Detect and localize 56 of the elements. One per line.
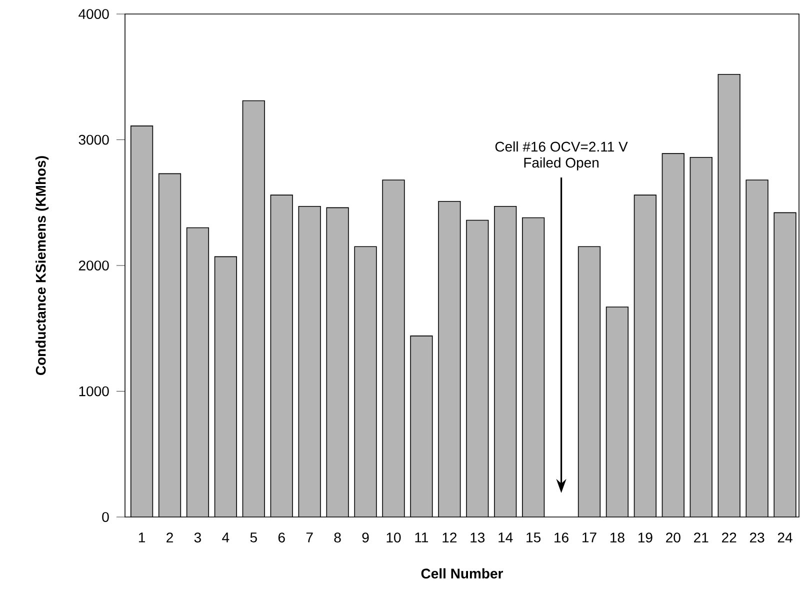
- y-tick-label: 3000: [78, 134, 109, 145]
- bar: [158, 174, 181, 518]
- y-axis-title: Conductance KSiemens (KMhos): [35, 156, 49, 376]
- x-tick-label: 10: [386, 532, 401, 542]
- x-tick-label: 5: [250, 532, 257, 542]
- bar: [438, 201, 460, 518]
- y-tick-label: 1000: [79, 386, 109, 396]
- bar: [326, 208, 348, 518]
- x-tick-label: 12: [442, 532, 457, 542]
- bar: [690, 157, 712, 518]
- bar: [186, 228, 209, 518]
- bar: [270, 195, 293, 518]
- x-tick-label: 7: [306, 532, 313, 542]
- bar: [382, 180, 404, 518]
- bar: [466, 220, 488, 518]
- annotation: Failed Open: [524, 157, 598, 170]
- x-tick-label: 3: [194, 532, 201, 542]
- x-tick-label: 22: [722, 532, 736, 542]
- x-tick-label: 18: [610, 532, 624, 542]
- bar: [130, 126, 153, 518]
- bar: [214, 256, 237, 518]
- x-tick-label: 19: [638, 532, 652, 542]
- y-tick-label: 2000: [78, 260, 109, 270]
- bar: [774, 212, 796, 518]
- x-tick-label: 23: [750, 532, 764, 542]
- x-tick-label: 16: [554, 532, 568, 542]
- annotation: Cell #16 OCV=2.11 V: [495, 141, 628, 152]
- x-tick-label: 11: [415, 532, 428, 542]
- bar: [242, 100, 265, 518]
- bar: [662, 154, 684, 518]
- bar: [410, 336, 432, 518]
- x-tick-label: 13: [470, 532, 485, 542]
- x-tick-label: 20: [666, 532, 680, 542]
- bar: [578, 246, 600, 518]
- x-axis-title: Cell Number: [421, 568, 504, 579]
- x-tick-label: 15: [526, 532, 541, 542]
- bar: [494, 206, 516, 518]
- x-tick-label: 9: [362, 532, 369, 542]
- x-tick-label: 1: [138, 532, 145, 542]
- x-tick-label: 17: [582, 532, 596, 542]
- x-tick-label: 4: [222, 532, 230, 542]
- x-tick-label: 8: [334, 532, 341, 542]
- bar: [718, 74, 740, 518]
- bar: [522, 218, 544, 518]
- x-tick-label: 24: [778, 532, 792, 542]
- bar: [298, 206, 320, 518]
- y-tick-label: 0: [102, 512, 109, 522]
- x-tick-label: 6: [278, 532, 285, 542]
- bar: [634, 195, 656, 518]
- bar: [606, 307, 628, 518]
- bar: [746, 180, 768, 518]
- x-tick-label: 2: [166, 532, 173, 542]
- bar: [354, 246, 376, 518]
- x-tick-label: 21: [694, 532, 708, 542]
- x-tick-label: 14: [498, 532, 513, 542]
- y-tick-label: 4000: [78, 9, 109, 19]
